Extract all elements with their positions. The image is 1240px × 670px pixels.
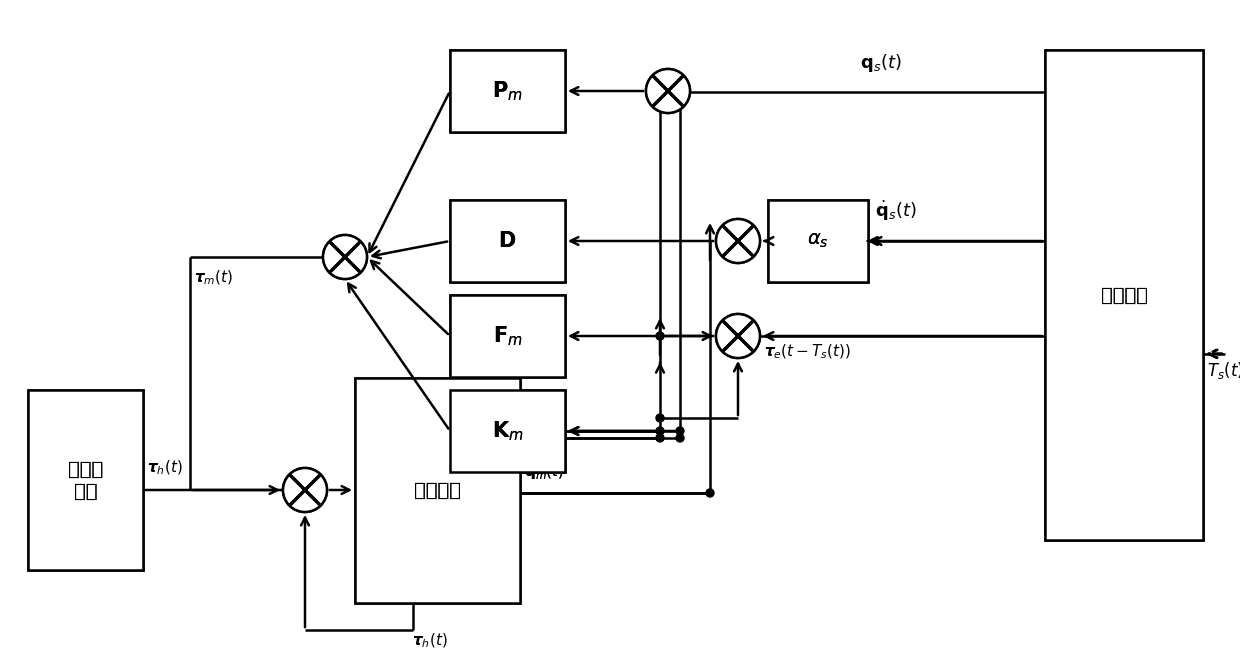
Text: 主机器人: 主机器人 [414, 481, 461, 500]
Bar [450, 200, 565, 282]
Bar [768, 200, 868, 282]
Circle shape [283, 468, 327, 512]
Circle shape [676, 434, 684, 442]
Circle shape [715, 219, 760, 263]
Bar [450, 295, 565, 377]
Bar [450, 50, 565, 132]
Text: $\dot{\mathbf{q}}_m(t)$: $\dot{\mathbf{q}}_m(t)$ [525, 461, 564, 482]
Bar [1045, 50, 1203, 540]
Text: $\alpha_s$: $\alpha_s$ [807, 232, 828, 251]
Bar [450, 390, 565, 472]
Circle shape [706, 489, 714, 497]
Text: $\mathbf{q}_s(t)$: $\mathbf{q}_s(t)$ [861, 52, 901, 74]
Text: 通信通道: 通信通道 [1101, 285, 1147, 304]
Text: 通信通道: 通信通道 [1101, 285, 1147, 304]
Text: $\mathbf{D}$: $\mathbf{D}$ [498, 231, 517, 251]
Circle shape [283, 468, 327, 512]
Text: $T_s(t)$: $T_s(t)$ [1207, 360, 1240, 381]
Circle shape [715, 219, 760, 263]
Circle shape [656, 427, 663, 435]
Circle shape [322, 235, 367, 279]
Text: 操作者
模块: 操作者 模块 [68, 460, 103, 500]
Text: $\mathbf{K}_m$: $\mathbf{K}_m$ [492, 419, 523, 443]
Bar [1045, 50, 1203, 540]
Bar [355, 378, 520, 603]
Circle shape [646, 69, 689, 113]
Text: $\boldsymbol{\tau}_m(t)$: $\boldsymbol{\tau}_m(t)$ [193, 268, 233, 287]
Circle shape [676, 427, 684, 435]
Text: $\mathbf{P}_m$: $\mathbf{P}_m$ [492, 79, 523, 103]
Circle shape [656, 332, 663, 340]
Bar [768, 200, 868, 282]
Circle shape [715, 314, 760, 358]
Text: $\mathbf{q}_m(t)$: $\mathbf{q}_m(t)$ [525, 408, 564, 427]
Circle shape [322, 235, 367, 279]
Bar [450, 295, 565, 377]
Text: $\mathbf{F}_m$: $\mathbf{F}_m$ [492, 324, 522, 348]
Text: $\boldsymbol{\tau}_h(t)$: $\boldsymbol{\tau}_h(t)$ [148, 458, 182, 476]
Bar [450, 390, 565, 472]
Text: $\mathbf{F}_m$: $\mathbf{F}_m$ [492, 324, 522, 348]
Text: $\mathbf{K}_m$: $\mathbf{K}_m$ [492, 419, 523, 443]
Text: $\boldsymbol{\tau}_e(t-T_s(t))$: $\boldsymbol{\tau}_e(t-T_s(t))$ [764, 342, 852, 360]
Circle shape [646, 69, 689, 113]
Text: $\mathbf{D}$: $\mathbf{D}$ [498, 231, 517, 251]
Text: $\dot{\mathbf{q}}_m(t)$: $\dot{\mathbf{q}}_m(t)$ [525, 461, 564, 482]
Text: $\boldsymbol{\tau}_h(t)$: $\boldsymbol{\tau}_h(t)$ [412, 631, 448, 650]
Bar [450, 50, 565, 132]
Text: $\mathbf{q}_m(t)$: $\mathbf{q}_m(t)$ [525, 408, 564, 427]
Text: $\dot{\mathbf{q}}_s(t)$: $\dot{\mathbf{q}}_s(t)$ [875, 199, 916, 223]
Bar [29, 390, 143, 570]
Circle shape [656, 414, 663, 422]
Bar [450, 200, 565, 282]
Circle shape [715, 314, 760, 358]
Text: $\mathbf{P}_m$: $\mathbf{P}_m$ [492, 79, 523, 103]
Text: $\alpha_s$: $\alpha_s$ [807, 232, 828, 251]
Text: 主机器人: 主机器人 [414, 481, 461, 500]
Bar [355, 378, 520, 603]
Text: 操作者
模块: 操作者 模块 [68, 460, 103, 500]
Bar [29, 390, 143, 570]
Circle shape [656, 434, 663, 442]
